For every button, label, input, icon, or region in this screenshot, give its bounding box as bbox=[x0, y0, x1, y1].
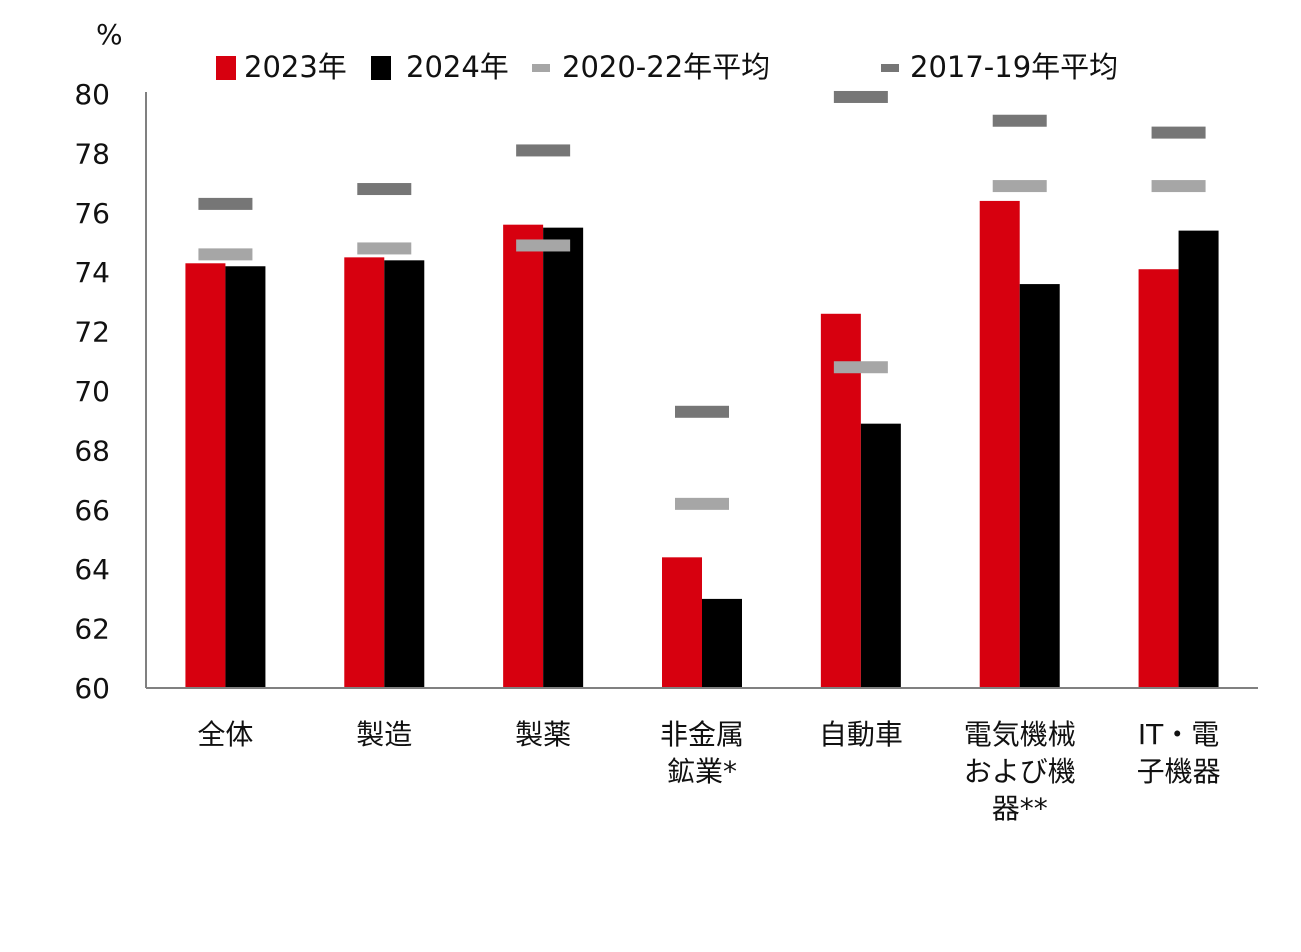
category-label: 製薬 bbox=[515, 718, 571, 751]
legend: 2023年 2024年 2020-22年平均 2017-19年平均 bbox=[216, 50, 1118, 84]
category-label: 鉱業* bbox=[667, 755, 737, 788]
bars bbox=[185, 200, 1219, 689]
bar-2023年-3 bbox=[662, 557, 702, 688]
marker-2017-19年平均-6 bbox=[1151, 126, 1206, 139]
bar-2024年-0 bbox=[225, 266, 266, 688]
y-tick-label: 74 bbox=[74, 256, 110, 289]
category-label: 器** bbox=[992, 792, 1048, 825]
bar-2023年-5 bbox=[979, 200, 1020, 689]
legend-swatch-3 bbox=[881, 64, 899, 72]
marker-2017-19年平均-4 bbox=[833, 90, 888, 103]
bar-2023年-2 bbox=[503, 224, 544, 688]
bar-2024年-4 bbox=[860, 423, 901, 688]
y-tick-label: 64 bbox=[74, 553, 110, 586]
marker-2020-22年平均-6 bbox=[1151, 180, 1206, 193]
y-tick-label: 66 bbox=[74, 494, 110, 527]
bar-2023年-6 bbox=[1138, 269, 1179, 688]
y-tick-label: 78 bbox=[74, 137, 110, 170]
marker-2017-19年平均-1 bbox=[357, 183, 412, 196]
marker-2020-22年平均-1 bbox=[357, 242, 412, 255]
marker-2017-19年平均-2 bbox=[516, 144, 571, 157]
marker-2017-19年平均-3 bbox=[675, 405, 729, 418]
bar-2023年-0 bbox=[185, 263, 226, 688]
bar-2024年-6 bbox=[1178, 230, 1219, 688]
marker-2020-22年平均-0 bbox=[198, 248, 253, 261]
category-label: 電気機械 bbox=[964, 718, 1076, 751]
marker-2017-19年平均-0 bbox=[198, 197, 253, 210]
marker-2020-22年平均-2 bbox=[516, 239, 571, 252]
y-axis-unit-label: % bbox=[96, 18, 123, 51]
bar-2024年-3 bbox=[702, 598, 742, 688]
axes bbox=[145, 92, 1258, 689]
legend-label: 2017-19年平均 bbox=[910, 50, 1118, 84]
category-label: 自動車 bbox=[819, 718, 903, 751]
legend-label: 2023年 bbox=[244, 50, 347, 84]
y-tick-label: 76 bbox=[74, 197, 110, 230]
bar-2024年-2 bbox=[543, 227, 584, 688]
bar-2024年-5 bbox=[1019, 284, 1060, 688]
legend-label: 2020-22年平均 bbox=[562, 50, 770, 84]
category-label: 全体 bbox=[197, 718, 253, 751]
marker-2020-22年平均-5 bbox=[992, 180, 1047, 193]
y-tick-label: 72 bbox=[74, 316, 110, 349]
y-tick-label: 68 bbox=[74, 434, 110, 467]
legend-swatch-1 bbox=[371, 56, 391, 80]
category-label: 子機器 bbox=[1137, 755, 1221, 788]
category-label: 製造 bbox=[356, 718, 412, 751]
marker-2017-19年平均-5 bbox=[992, 114, 1047, 127]
legend-swatch-2 bbox=[532, 64, 550, 72]
y-tick-label: 60 bbox=[74, 672, 110, 705]
y-axis-ticks: 60 62 64 66 68 70 72 74 76 78 80 bbox=[74, 78, 110, 705]
average-markers bbox=[198, 90, 1206, 510]
bar-2023年-4 bbox=[820, 313, 861, 688]
y-tick-label: 62 bbox=[74, 613, 110, 646]
marker-2020-22年平均-3 bbox=[675, 497, 729, 510]
y-tick-label: 80 bbox=[74, 78, 110, 111]
legend-swatch-0 bbox=[216, 56, 236, 80]
category-label: および機 bbox=[964, 755, 1076, 788]
marker-2020-22年平均-4 bbox=[833, 361, 888, 374]
legend-label: 2024年 bbox=[406, 50, 509, 84]
bar-2023年-1 bbox=[344, 257, 385, 688]
category-label: 非金属 bbox=[660, 718, 744, 751]
y-tick-label: 70 bbox=[74, 375, 110, 408]
category-label: IT・電 bbox=[1138, 718, 1219, 751]
bar-2024年-1 bbox=[384, 260, 425, 688]
